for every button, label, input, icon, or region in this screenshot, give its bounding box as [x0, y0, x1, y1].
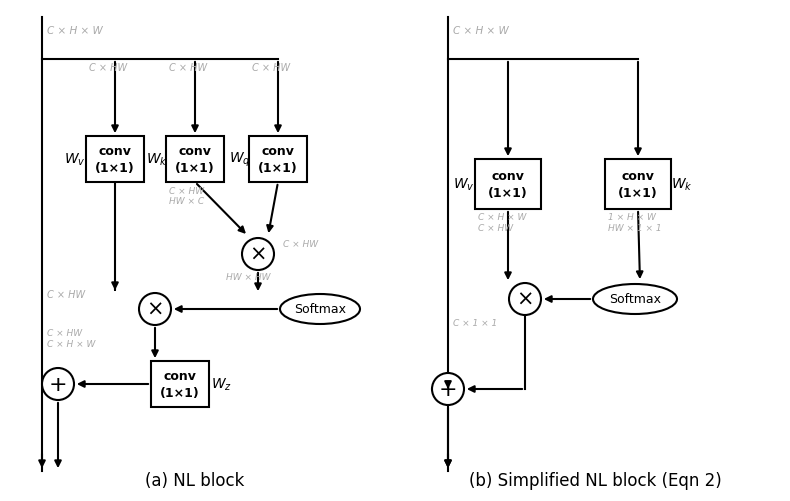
Text: C × HW: C × HW [47, 328, 82, 337]
Ellipse shape [593, 285, 677, 314]
Text: C × HW: C × HW [283, 240, 318, 249]
Text: (1×1): (1×1) [95, 162, 135, 175]
Circle shape [509, 284, 541, 315]
Text: 1 × H × W: 1 × H × W [608, 212, 656, 221]
Text: conv: conv [179, 145, 212, 158]
Text: $W_{v}$: $W_{v}$ [453, 176, 475, 193]
Text: HW × 1 × 1: HW × 1 × 1 [608, 223, 662, 232]
Text: C × 1 × 1: C × 1 × 1 [453, 318, 497, 327]
Text: conv: conv [491, 170, 525, 183]
Text: C × HW: C × HW [169, 187, 204, 195]
Circle shape [139, 294, 171, 325]
Text: (1×1): (1×1) [618, 187, 658, 200]
Text: HW × HW: HW × HW [226, 273, 270, 282]
Text: HW × C: HW × C [169, 196, 204, 205]
Ellipse shape [280, 295, 360, 324]
Text: C × H × W: C × H × W [478, 212, 526, 221]
Text: (a) NL block: (a) NL block [145, 471, 245, 489]
Text: (1×1): (1×1) [175, 162, 215, 175]
Text: C × H × W: C × H × W [47, 339, 96, 348]
Text: C × HW: C × HW [89, 63, 127, 73]
Text: +: + [438, 379, 457, 399]
Text: (1×1): (1×1) [488, 187, 528, 200]
Text: Softmax: Softmax [294, 303, 346, 316]
Bar [166, 137, 224, 183]
Circle shape [42, 368, 74, 400]
Text: C × HW: C × HW [478, 223, 514, 232]
Text: conv: conv [164, 370, 197, 383]
Text: Softmax: Softmax [609, 293, 661, 306]
Text: C × HW: C × HW [252, 63, 290, 73]
Text: $W_{k}$: $W_{k}$ [672, 176, 693, 193]
Bar [249, 137, 307, 183]
Bar [151, 361, 209, 407]
Text: ×: × [146, 300, 164, 319]
Text: $W_{v}$: $W_{v}$ [64, 151, 86, 168]
Text: ×: × [516, 290, 534, 310]
Bar [475, 160, 541, 209]
Text: conv: conv [622, 170, 654, 183]
Circle shape [432, 373, 464, 405]
Text: (1×1): (1×1) [160, 387, 200, 400]
Text: conv: conv [99, 145, 131, 158]
Text: $W_{z}$: $W_{z}$ [212, 376, 232, 392]
Text: +: + [49, 374, 67, 394]
Text: (1×1): (1×1) [258, 162, 298, 175]
Text: ×: × [250, 244, 267, 265]
Text: C × HW: C × HW [169, 63, 207, 73]
Circle shape [242, 238, 274, 271]
Bar [605, 160, 671, 209]
Bar [86, 137, 144, 183]
Text: C × H × W: C × H × W [453, 26, 509, 36]
Text: C × HW: C × HW [47, 290, 85, 300]
Text: conv: conv [261, 145, 295, 158]
Text: C × H × W: C × H × W [47, 26, 103, 36]
Text: $W_{k}$: $W_{k}$ [146, 151, 167, 168]
Text: $W_{q}$: $W_{q}$ [229, 150, 250, 169]
Text: (b) Simplified NL block (Eqn 2): (b) Simplified NL block (Eqn 2) [468, 471, 721, 489]
